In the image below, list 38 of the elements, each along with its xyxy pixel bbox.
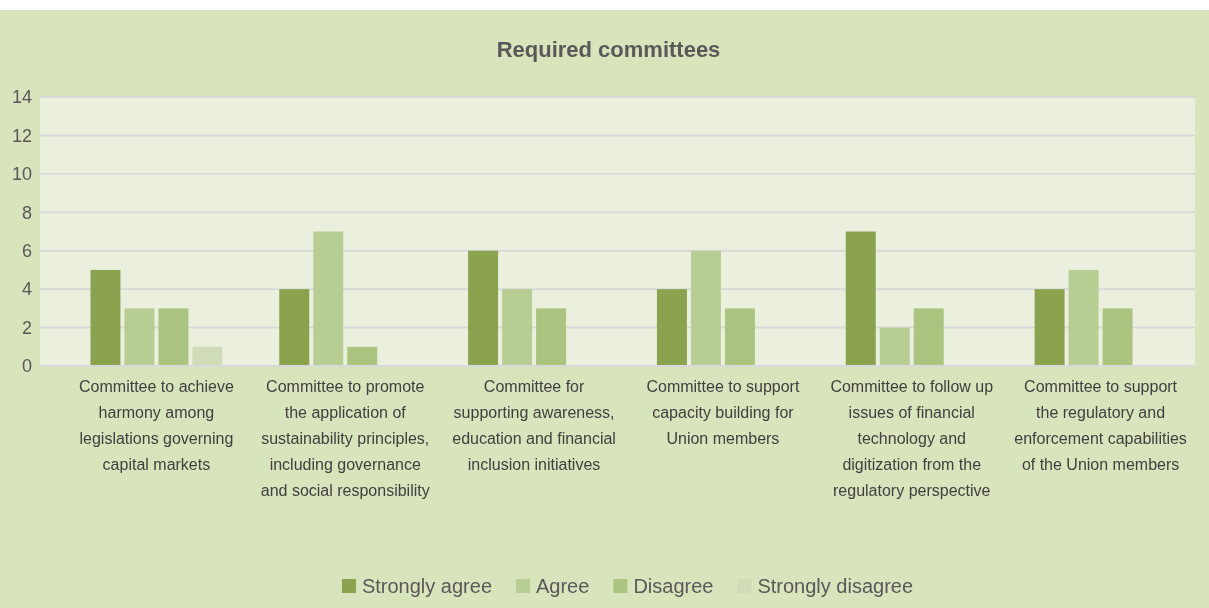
bar [1102,308,1133,366]
legend-label: Strongly agree [361,575,493,597]
bar [690,250,721,366]
y-tick-label: 14 [11,87,32,108]
bar [845,231,876,366]
legend-label: Agree [536,575,590,597]
bar [192,346,223,366]
y-tick-label: 6 [21,241,32,262]
x-tick-label: Committee for supporting awareness, education and financial inclusion initiatives [452,378,616,473]
y-tick-label: 2 [21,317,32,338]
bar [347,346,378,366]
x-tick-label: Committee to promote the application of sustainability principles, including governance and social responsibility [260,378,430,499]
y-tick-label: 8 [21,202,32,223]
bar [536,308,567,366]
chart-title: Required committees [496,37,721,62]
x-tick-label: Committee to support capacity building for Union members [646,378,800,447]
y-tick-label: 0 [21,356,32,377]
bar [502,289,533,366]
bar [724,308,755,366]
bar [158,308,189,366]
y-tick-label: 12 [11,125,32,146]
bar [90,269,121,366]
y-tick-label: 10 [11,164,32,185]
y-tick-label: 4 [21,279,32,300]
bar [656,289,687,366]
x-tick-label: Committee to support the regulatory and enforcement capabilities of the Union members [1014,378,1187,473]
bar [124,308,155,366]
legend-label: Strongly disagree [757,575,914,597]
bar [279,289,310,366]
bar [879,327,910,366]
bar [468,250,499,366]
bar [1068,269,1099,366]
x-tick-label: Committee to achieve harmony among legislations governing capital markets [79,378,234,473]
x-tick-label: Committee to follow up issues of financial technology and digitization from the regulatory perspective [830,378,994,499]
bar [913,308,944,366]
bar [1034,289,1065,366]
legend-label: Disagree [633,575,714,597]
bar [313,231,344,366]
